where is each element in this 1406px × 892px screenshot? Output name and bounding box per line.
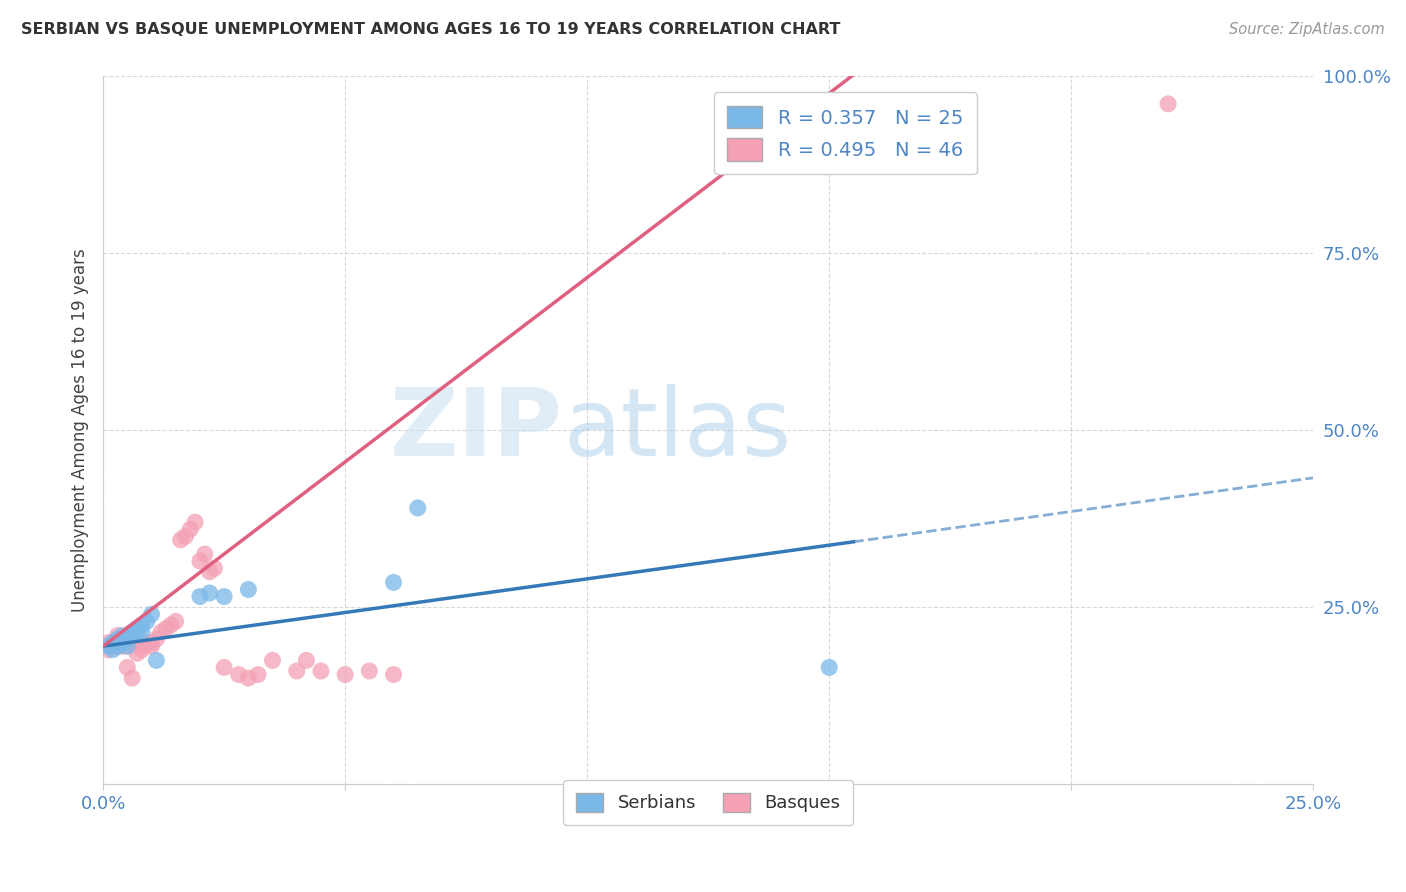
Point	[111, 639, 134, 653]
Point	[212, 590, 235, 604]
Point	[155, 622, 177, 636]
Point	[97, 635, 120, 649]
Point	[359, 664, 381, 678]
Text: atlas: atlas	[562, 384, 792, 476]
Point	[1157, 96, 1180, 111]
Point	[117, 632, 139, 646]
Point	[285, 664, 308, 678]
Point	[238, 671, 260, 685]
Point	[145, 653, 167, 667]
Point	[131, 642, 153, 657]
Point	[117, 635, 139, 649]
Point	[247, 667, 270, 681]
Point	[212, 660, 235, 674]
Point	[160, 618, 183, 632]
Point	[135, 615, 157, 629]
Point	[111, 632, 134, 646]
Point	[204, 561, 226, 575]
Point	[101, 639, 124, 653]
Point	[165, 615, 187, 629]
Point	[141, 607, 163, 622]
Point	[135, 635, 157, 649]
Point	[238, 582, 260, 597]
Point	[107, 629, 129, 643]
Point	[125, 622, 148, 636]
Point	[131, 618, 153, 632]
Point	[150, 625, 173, 640]
Point	[194, 547, 217, 561]
Point	[107, 639, 129, 653]
Point	[141, 635, 163, 649]
Point	[406, 500, 429, 515]
Point	[179, 522, 201, 536]
Text: Source: ZipAtlas.com: Source: ZipAtlas.com	[1229, 22, 1385, 37]
Point	[333, 667, 356, 681]
Point	[131, 639, 153, 653]
Point	[818, 660, 841, 674]
Point	[101, 642, 124, 657]
Point	[121, 632, 143, 646]
Point	[117, 639, 139, 653]
Point	[117, 639, 139, 653]
Point	[184, 515, 207, 529]
Point	[111, 629, 134, 643]
Point	[198, 586, 221, 600]
Point	[121, 625, 143, 640]
Point	[107, 632, 129, 646]
Point	[97, 639, 120, 653]
Point	[188, 590, 211, 604]
Point	[382, 575, 405, 590]
Y-axis label: Unemployment Among Ages 16 to 19 years: Unemployment Among Ages 16 to 19 years	[72, 248, 89, 612]
Point	[97, 639, 120, 653]
Point	[107, 639, 129, 653]
Text: SERBIAN VS BASQUE UNEMPLOYMENT AMONG AGES 16 TO 19 YEARS CORRELATION CHART: SERBIAN VS BASQUE UNEMPLOYMENT AMONG AGE…	[21, 22, 841, 37]
Point	[382, 667, 405, 681]
Point	[131, 625, 153, 640]
Text: ZIP: ZIP	[389, 384, 562, 476]
Point	[295, 653, 318, 667]
Point	[174, 529, 197, 543]
Point	[169, 533, 191, 547]
Point	[101, 635, 124, 649]
Point	[97, 642, 120, 657]
Point	[228, 667, 250, 681]
Point	[117, 660, 139, 674]
Point	[145, 632, 167, 646]
Point	[198, 565, 221, 579]
Point	[101, 635, 124, 649]
Point	[121, 629, 143, 643]
Point	[125, 635, 148, 649]
Point	[262, 653, 284, 667]
Point	[121, 671, 143, 685]
Point	[111, 635, 134, 649]
Legend: Serbians, Basques: Serbians, Basques	[564, 780, 853, 825]
Point	[125, 625, 148, 640]
Point	[141, 639, 163, 653]
Point	[125, 646, 148, 660]
Point	[309, 664, 332, 678]
Point	[188, 554, 211, 568]
